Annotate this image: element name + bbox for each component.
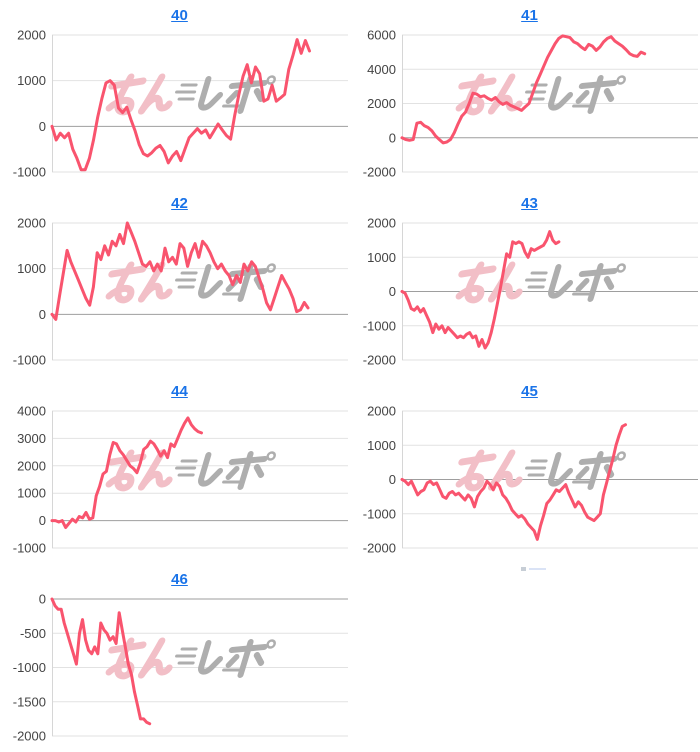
chart-title-link[interactable]: 40	[171, 6, 188, 24]
line-chart: 2000 1000 0 -1000	[13, 30, 348, 180]
line-chart: 4000 3000 2000 1000 0 -1000	[13, 406, 348, 556]
chart-title: 40	[0, 0, 350, 30]
y-tick-label: -2000	[363, 353, 396, 368]
y-tick-label: 4000	[17, 406, 46, 419]
watermark-minrepo-logo	[105, 449, 277, 492]
y-tick-label: 1000	[17, 261, 46, 276]
y-tick-label: -1000	[363, 318, 396, 333]
chart-panel-40: 40 2000 1000 0 -1000	[0, 0, 350, 188]
y-tick-label: 4000	[367, 62, 396, 77]
y-tick-label: 6000	[367, 30, 396, 43]
y-tick-label: 2000	[367, 218, 396, 231]
line-chart: 2000 1000 0 -1000	[13, 218, 348, 368]
y-tick-label: -1000	[13, 353, 46, 368]
chart-panel-42: 42 2000 1000 0 -1000	[0, 188, 350, 376]
y-tick-label: 2000	[17, 218, 46, 231]
y-tick-label: -2000	[363, 541, 396, 556]
line-chart: 0 -500 -1000 -1500 -2000	[13, 594, 348, 744]
faint-artifact	[521, 567, 546, 571]
chart-title: 42	[0, 188, 350, 218]
chart-panel-44: 44 4000 3000 2000 1000 0 -1000	[0, 376, 350, 564]
y-tick-label: 0	[39, 513, 46, 528]
chart-title: 43	[350, 188, 700, 218]
y-tick-label: 0	[39, 594, 46, 607]
y-tick-label: 0	[39, 307, 46, 322]
chart-title: 45	[350, 376, 700, 406]
chart-title-link[interactable]: 44	[171, 382, 188, 400]
watermark-minrepo-logo	[455, 261, 627, 304]
chart-title-link[interactable]: 41	[521, 6, 538, 24]
data-line	[50, 221, 310, 321]
data-line	[50, 38, 311, 172]
y-tick-label: 0	[389, 472, 396, 487]
chart-title-link[interactable]: 42	[171, 194, 188, 212]
chart-title-link[interactable]: 46	[171, 570, 188, 588]
data-line	[400, 34, 647, 145]
line-chart: 6000 4000 2000 0 -2000	[363, 30, 698, 180]
data-line	[400, 423, 627, 541]
chart-panel-41: 41 6000 4000 2000 0 -2000	[350, 0, 700, 188]
watermark-minrepo-logo	[455, 73, 627, 116]
y-tick-label: 0	[39, 119, 46, 134]
faint-artifact-bar	[529, 568, 546, 570]
data-line	[50, 597, 152, 726]
y-tick-label: 1000	[17, 73, 46, 88]
chart-title: 44	[0, 376, 350, 406]
y-tick-label: 0	[389, 284, 396, 299]
watermark-minrepo-logo	[105, 637, 277, 680]
data-line	[400, 230, 561, 350]
y-tick-label: -1500	[13, 694, 46, 709]
watermark-minrepo-logo	[455, 449, 627, 492]
y-tick-label: 0	[389, 130, 396, 145]
y-tick-label: -1000	[363, 506, 396, 521]
y-tick-label: -1000	[13, 165, 46, 180]
y-tick-label: 3000	[17, 431, 46, 446]
data-line	[50, 416, 203, 529]
y-tick-label: -2000	[13, 729, 46, 744]
watermark-minrepo-logo	[105, 261, 277, 304]
y-tick-label: 2000	[17, 458, 46, 473]
chart-title: 46	[0, 564, 350, 594]
y-tick-label: -500	[20, 626, 46, 641]
y-tick-label: 2000	[367, 96, 396, 111]
chart-panel-45: 45 2000 1000 0 -1000 -2000	[350, 376, 700, 564]
y-tick-label: 1000	[17, 486, 46, 501]
y-tick-label: 1000	[367, 438, 396, 453]
chart-title-link[interactable]: 45	[521, 382, 538, 400]
line-chart: 2000 1000 0 -1000 -2000	[363, 218, 698, 368]
line-chart: 2000 1000 0 -1000 -2000	[363, 406, 698, 556]
chart-panel-43: 43 2000 1000 0 -1000 -2000	[350, 188, 700, 376]
y-tick-label: 2000	[367, 406, 396, 419]
chart-panel-46: 46 0 -500 -1000 -1500 -2000	[0, 564, 350, 752]
y-tick-label: -1000	[13, 541, 46, 556]
y-tick-label: 1000	[367, 250, 396, 265]
watermark-minrepo-logo	[105, 73, 277, 116]
chart-title: 41	[350, 0, 700, 30]
chart-title-link[interactable]: 43	[521, 194, 538, 212]
faint-artifact-dot	[521, 567, 526, 571]
y-tick-label: -2000	[363, 165, 396, 180]
y-tick-label: -1000	[13, 660, 46, 675]
y-tick-label: 2000	[17, 30, 46, 43]
